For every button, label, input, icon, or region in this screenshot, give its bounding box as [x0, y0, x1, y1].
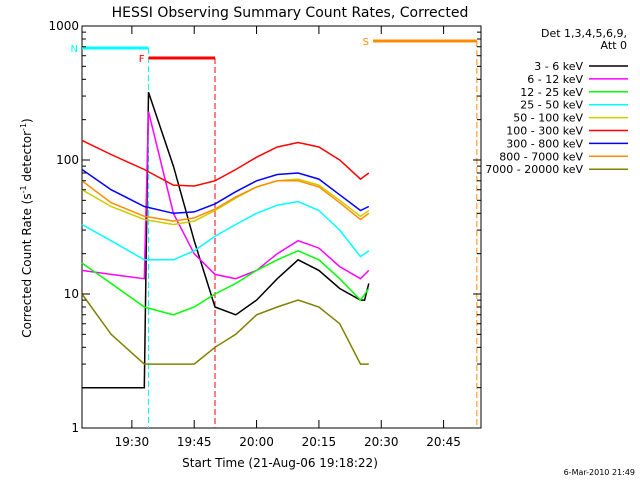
series-line-2 [81, 111, 370, 280]
legend-label-8: 800 - 7000 keV [499, 150, 583, 163]
flag-label-n: N [71, 44, 78, 55]
x-tick-label-5: 20:30 [364, 435, 399, 449]
legend-title-line-2: Att 0 [601, 39, 627, 52]
footer-timestamp: 6-Mar-2010 21:49 [564, 468, 635, 477]
series-line-4 [81, 200, 370, 261]
legend-label-5: 50 - 100 keV [513, 112, 583, 125]
ticks-layer: 19:30 19:45 20:00 20:15 20:30 20:45 1 10 100 1000 [48, 19, 481, 449]
flag-label-f: F [139, 54, 145, 65]
flags-layer: N F S [71, 37, 478, 428]
series-layer [81, 92, 370, 389]
series-line-9 [81, 293, 369, 365]
x-tick-label-1: 19:30 [115, 435, 150, 449]
legend-label-1: 3 - 6 keV [534, 60, 583, 73]
series-line-6 [81, 139, 370, 187]
legend-label-2: 6 - 12 keV [527, 73, 583, 86]
y-axis-label-sup-1: -1 [19, 185, 28, 193]
legend-label-7: 300 - 800 keV [506, 137, 583, 150]
y-tick-label-1: 1 [71, 421, 79, 435]
legend-label-4: 25 - 50 keV [520, 99, 583, 112]
series-line-1 [82, 92, 370, 389]
x-tick-label-4: 20:15 [302, 435, 337, 449]
legend-title-line-1: Det 1,3,4,5,6,9, [541, 27, 627, 40]
legend-label-6: 100 - 300 keV [506, 125, 583, 138]
x-tick-label-2: 19:45 [177, 435, 212, 449]
series-line-3 [81, 249, 370, 316]
chart-title: HESSI Observing Summary Count Rates, Cor… [112, 5, 469, 21]
x-tick-label-6: 20:45 [426, 435, 461, 449]
plot-frame [81, 25, 482, 429]
legend-label-3: 12 - 25 keV [520, 86, 583, 99]
y-tick-label-3: 100 [56, 153, 79, 167]
y-tick-label-2: 10 [64, 287, 79, 301]
y-tick-label-4: 1000 [48, 19, 79, 33]
y-axis-label-part-2: detector [20, 131, 34, 186]
legend-label-9: 7000 - 20000 keV [485, 163, 583, 176]
y-axis-label-part-3: ) [20, 118, 34, 123]
y-axis-label: Corrected Count Rate (s-1 detector-1) [19, 118, 34, 337]
x-tick-label-3: 20:00 [239, 435, 274, 449]
y-axis-label-part-1: Corrected Count Rate (s [20, 193, 34, 337]
x-axis-label: Start Time (21-Aug-06 19:18:22) [182, 456, 378, 470]
y-axis-label-sup-2: -1 [19, 123, 28, 131]
flag-label-s: S [363, 37, 369, 48]
series-line-8 [81, 180, 370, 222]
series-line-7 [81, 168, 370, 215]
